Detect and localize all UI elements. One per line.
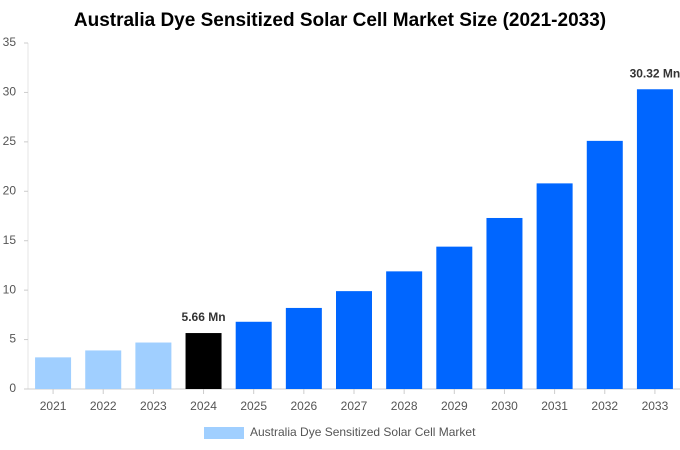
- bar: [35, 357, 72, 389]
- x-tick-label: 2023: [140, 399, 167, 413]
- bar: [285, 307, 322, 389]
- y-tick-label: 20: [3, 183, 17, 197]
- legend-label: Australia Dye Sensitized Solar Cell Mark…: [250, 425, 476, 439]
- y-tick-label: 0: [9, 381, 16, 395]
- x-tick-label: 2033: [642, 399, 669, 413]
- data-label: 30.32 Mn: [630, 66, 680, 80]
- x-tick-label: 2025: [240, 399, 267, 413]
- x-tick-label: 2024: [190, 399, 217, 413]
- bar: [85, 350, 122, 389]
- legend-swatch: [204, 427, 244, 439]
- x-tick-label: 2031: [541, 399, 568, 413]
- bar: [336, 291, 372, 389]
- x-tick-label: 2026: [290, 399, 317, 413]
- x-tick-label: 2021: [40, 399, 67, 413]
- y-tick-label: 10: [3, 282, 17, 296]
- bar: [386, 271, 423, 389]
- y-tick-label: 25: [3, 134, 17, 148]
- x-tick-label: 2030: [491, 399, 518, 413]
- y-tick-label: 30: [3, 85, 17, 99]
- x-tick-label: 2022: [90, 399, 117, 413]
- x-tick-label: 2027: [341, 399, 368, 413]
- bar: [636, 89, 673, 390]
- bar: [536, 183, 573, 389]
- bar: [235, 321, 272, 389]
- y-tick-label: 15: [3, 233, 17, 247]
- bar: [135, 342, 172, 389]
- y-tick-label: 5: [9, 332, 16, 346]
- chart-title: Australia Dye Sensitized Solar Cell Mark…: [74, 10, 606, 31]
- x-tick-label: 2029: [441, 399, 468, 413]
- bar: [486, 217, 523, 389]
- bar: [185, 333, 222, 389]
- x-tick-label: 2028: [391, 399, 418, 413]
- y-tick-label: 35: [3, 35, 17, 49]
- bar: [586, 140, 623, 389]
- bar: [436, 246, 473, 389]
- data-label: 5.66 Mn: [182, 310, 226, 324]
- x-tick-label: 2032: [591, 399, 618, 413]
